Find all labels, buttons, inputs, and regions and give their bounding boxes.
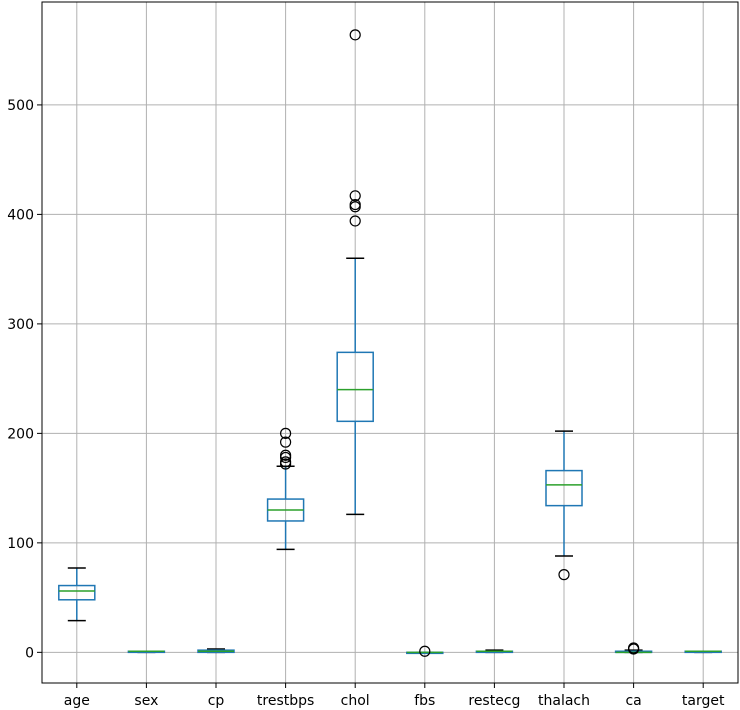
box-age [58, 567, 96, 622]
x-tick-label: fbs [414, 693, 435, 709]
box-sex [127, 650, 166, 654]
outlier-point [349, 29, 361, 41]
box-iqr [545, 469, 583, 507]
x-tick-label: trestbps [257, 693, 314, 709]
box-fbs [406, 645, 444, 657]
x-tick-label: sex [134, 693, 158, 709]
outlier-point [280, 456, 292, 468]
x-tick-label: chol [341, 693, 370, 709]
box-cp [197, 648, 235, 654]
box-restecg [475, 649, 514, 654]
y-tick-label: 300 [7, 317, 34, 333]
y-tick-label: 200 [7, 426, 34, 442]
box-ca [614, 642, 653, 655]
box-chol [336, 29, 374, 516]
x-tick-label: cp [208, 693, 225, 709]
y-tick-label: 100 [7, 536, 34, 552]
box-thalach [545, 430, 583, 581]
x-tick-label: target [682, 693, 725, 709]
y-tick-label: 400 [7, 207, 34, 223]
box-iqr [58, 584, 96, 601]
x-tick-label: thalach [538, 693, 590, 709]
outlier-point [627, 642, 640, 654]
y-tick-label: 0 [25, 645, 34, 661]
outlier-point [349, 215, 361, 227]
outlier-point [349, 190, 361, 202]
x-tick-label: age [64, 693, 90, 709]
plot-frame [41, 1, 739, 684]
x-tick-label: ca [625, 693, 641, 709]
y-tick-label: 500 [7, 98, 34, 114]
outlier-point [558, 569, 570, 581]
outlier-point [280, 427, 292, 439]
outlier-point [280, 436, 292, 448]
axis-ticks: 0 100 200 300 400 500 age sex cp trestbps chol fbs r… [7, 98, 725, 709]
grid-lines [42, 2, 738, 683]
x-tick-label: restecg [468, 693, 520, 709]
box-group [58, 29, 722, 657]
outlier-point [349, 198, 361, 211]
box-target [684, 650, 722, 654]
box-trestbps [266, 427, 305, 551]
outlier-point [419, 645, 431, 657]
outlier-point [280, 449, 292, 461]
box-iqr [336, 351, 374, 423]
